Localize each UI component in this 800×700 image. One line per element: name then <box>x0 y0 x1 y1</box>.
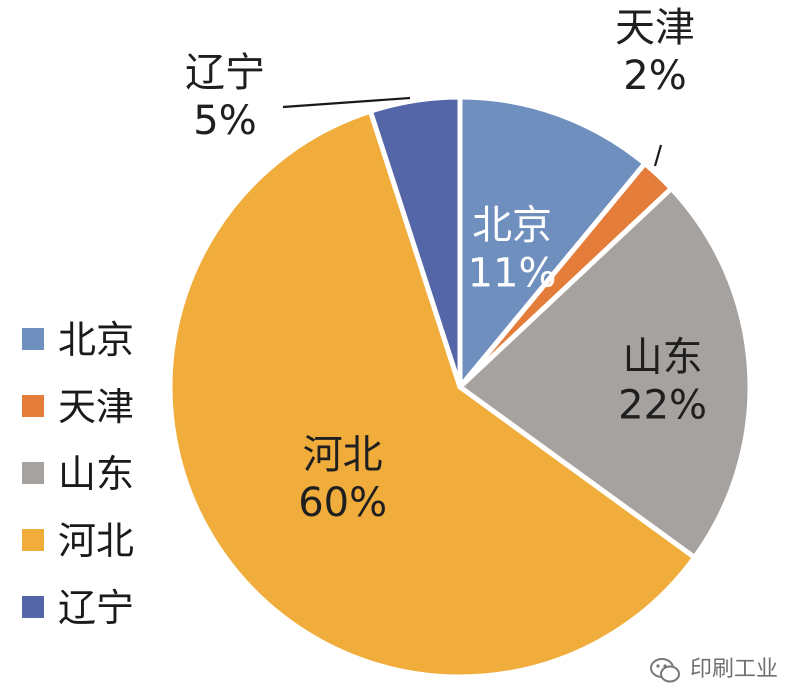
watermark-text: 印刷工业 <box>690 657 778 682</box>
slice-value-label: 11% <box>468 250 557 296</box>
legend-label: 山东 <box>58 452 134 496</box>
slice-value-label: 2% <box>623 53 686 99</box>
legend-label: 天津 <box>58 385 134 429</box>
slice-value-label: 5% <box>193 98 256 144</box>
slice-value-label: 22% <box>618 382 707 428</box>
leader-line-2 <box>653 144 663 167</box>
legend-label: 河北 <box>58 519 134 563</box>
pie-slice-4 <box>167 108 698 680</box>
legend-swatch <box>22 596 44 618</box>
legend-swatch <box>22 328 44 350</box>
pie-slice-1 <box>457 94 648 390</box>
legend-swatch <box>22 395 44 417</box>
slice-value-label: 60% <box>298 480 387 526</box>
slice-name-label: 天津 <box>615 5 695 51</box>
watermark: 印刷工业 <box>650 657 778 683</box>
legend-swatch <box>22 462 44 484</box>
slice-name-label: 北京 <box>472 202 552 248</box>
leader-lines <box>282 96 663 167</box>
legend-swatch <box>22 529 44 551</box>
legend-label: 北京 <box>58 318 134 362</box>
slice-name-label: 山东 <box>623 334 703 380</box>
pie-slices <box>167 94 753 680</box>
pie-slice-3 <box>457 185 753 560</box>
leader-line-5 <box>282 96 411 109</box>
pie-slice-5 <box>367 94 463 390</box>
slice-name-label: 河北 <box>303 432 383 478</box>
slice-name-label: 辽宁 <box>185 50 265 96</box>
wechat-icon <box>650 658 680 683</box>
legend-label: 辽宁 <box>58 586 134 630</box>
